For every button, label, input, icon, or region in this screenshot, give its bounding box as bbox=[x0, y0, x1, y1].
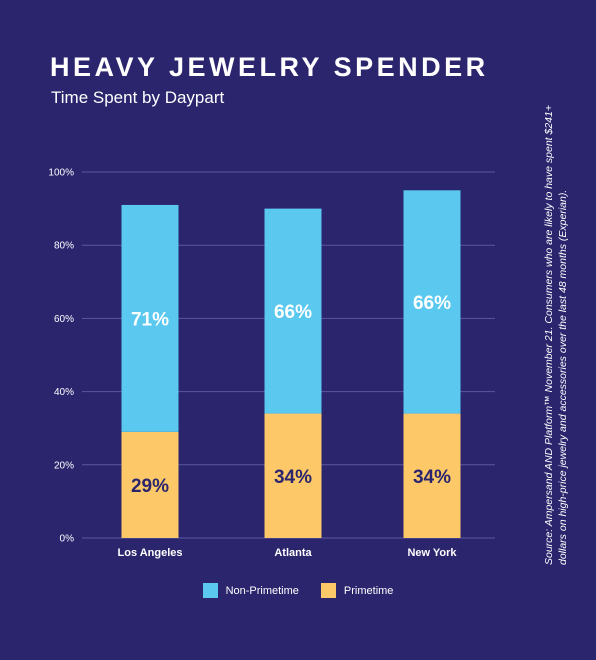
data-label: 71% bbox=[131, 309, 169, 330]
bar-non-primetime bbox=[121, 204, 179, 432]
bar-non-primetime bbox=[264, 208, 322, 414]
data-label: 29% bbox=[131, 476, 169, 497]
bar-non-primetime bbox=[403, 190, 461, 414]
data-label: 34% bbox=[413, 467, 451, 488]
legend-swatch-primetime bbox=[320, 583, 336, 598]
chart-title: HEAVY JEWELRY SPENDER bbox=[50, 52, 489, 82]
y-tick-label: 80% bbox=[54, 241, 74, 252]
y-tick-label: 100% bbox=[48, 168, 74, 179]
y-tick-label: 40% bbox=[54, 387, 74, 398]
y-tick-label: 60% bbox=[54, 314, 74, 325]
legend-item-primetime: Primetime bbox=[320, 583, 394, 598]
x-tick-label: Los Angeles bbox=[118, 547, 183, 559]
legend-label-non-primetime: Non-Primetime bbox=[225, 584, 299, 597]
legend-swatch-non-primetime bbox=[202, 583, 218, 598]
y-tick-label: 0% bbox=[60, 534, 75, 545]
data-label: 66% bbox=[274, 302, 312, 323]
legend-item-non-primetime: Non-Primetime bbox=[202, 583, 299, 598]
y-tick-label: 20% bbox=[54, 460, 74, 471]
data-label: 66% bbox=[413, 293, 451, 314]
x-tick-label: New York bbox=[407, 547, 457, 559]
legend-label-primetime: Primetime bbox=[343, 584, 394, 597]
data-label: 34% bbox=[274, 467, 312, 488]
bar-primetime bbox=[121, 431, 179, 538]
source-note: Source: Ampersand AND Platform™ November… bbox=[543, 105, 569, 565]
legend: Non-Primetime Primetime bbox=[0, 583, 596, 598]
bar-primetime bbox=[403, 413, 461, 538]
bar-primetime bbox=[264, 413, 322, 538]
chart-subtitle: Time Spent by Daypart bbox=[51, 88, 225, 107]
x-tick-label: Atlanta bbox=[274, 547, 312, 559]
